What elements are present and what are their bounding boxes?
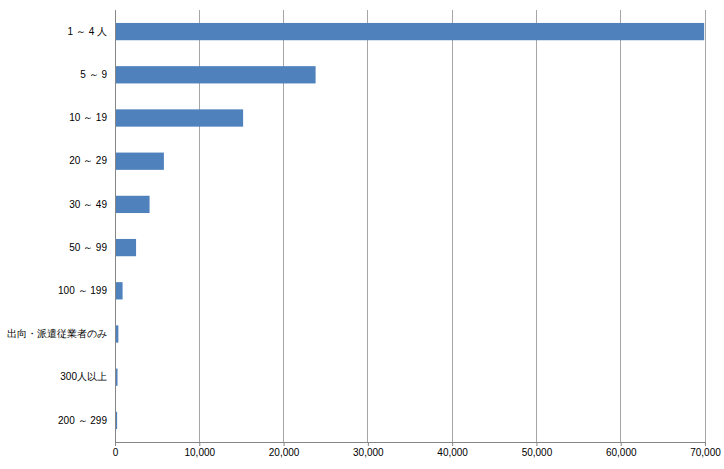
tick-label: 300人以上	[60, 371, 107, 382]
tick: 5 ～ 9	[80, 69, 107, 80]
bar	[115, 66, 316, 83]
tick-label: 200 ～ 299	[58, 415, 107, 426]
tick: 50,000	[522, 442, 553, 458]
grid-line	[367, 10, 368, 442]
tick: 200 ～ 299	[58, 415, 107, 426]
tick: 1 ～ 4 人	[68, 26, 107, 37]
tick: 70,000	[690, 442, 721, 458]
tick-label: 70,000	[690, 447, 721, 458]
grid-line	[115, 10, 116, 442]
tick-label: 30,000	[353, 447, 384, 458]
bar	[115, 109, 243, 126]
bar	[115, 196, 150, 213]
tick-mark	[368, 442, 369, 446]
grid-line	[620, 10, 621, 442]
bars	[115, 23, 704, 429]
tick: 60,000	[606, 442, 637, 458]
grid	[115, 10, 705, 442]
tick-mark	[621, 442, 622, 446]
bar	[115, 23, 704, 40]
axis-line	[116, 443, 706, 447]
tick: 30 ～ 49	[69, 199, 107, 210]
grid-line	[705, 10, 706, 442]
tick-label: 10,000	[184, 447, 215, 458]
tick: 10,000	[184, 442, 215, 458]
tick-label: 50 ～ 99	[69, 242, 107, 253]
tick-label: 100 ～ 199	[58, 285, 107, 296]
grid-line	[452, 10, 453, 442]
tick: 40,000	[437, 442, 468, 458]
tick-label: 1 ～ 4 人	[68, 26, 107, 37]
tick-mark	[452, 442, 453, 446]
tick-label: 20,000	[269, 447, 300, 458]
tick: 20,000	[269, 442, 300, 458]
plot: 0 10,000 20,000 30,000 40,000 50,000 60,000 70,…	[7, 10, 721, 458]
tick-label: 50,000	[522, 447, 553, 458]
tick: 100 ～ 199	[58, 285, 107, 296]
tick-label: 出向・派遣従業者のみ	[7, 328, 107, 339]
tick: 20 ～ 29	[69, 155, 107, 166]
tick-mark	[536, 442, 537, 446]
value-axis: 0 10,000 20,000 30,000 40,000 50,000 60,000 70,…	[113, 442, 722, 458]
grid-line	[536, 10, 537, 442]
bar	[115, 153, 164, 170]
tick-mark	[705, 442, 706, 446]
tick-label: 40,000	[437, 447, 468, 458]
tick: 0	[113, 442, 119, 458]
tick: 10 ～ 19	[69, 112, 107, 123]
tick-label: 0	[113, 447, 119, 458]
tick-label: 20 ～ 29	[69, 155, 107, 166]
tick-label: 60,000	[606, 447, 637, 458]
tick-mark	[199, 442, 200, 446]
tick: 出向・派遣従業者のみ	[7, 328, 107, 339]
tick-label: 10 ～ 19	[69, 112, 107, 123]
bar	[115, 239, 136, 256]
tick: 300人以上	[60, 371, 107, 382]
chart: 0 10,000 20,000 30,000 40,000 50,000 60,000 70,…	[0, 0, 724, 469]
tick-label: 30 ～ 49	[69, 199, 107, 210]
tick-mark	[284, 442, 285, 446]
tick-mark	[115, 442, 116, 446]
bar	[115, 282, 123, 299]
tick-label: 5 ～ 9	[80, 69, 107, 80]
axis-line	[115, 11, 116, 443]
category-axis: 1 ～ 4 人 5 ～ 9 10 ～ 19 20 ～ 29 30 ～ 49 50 ～ 99…	[7, 11, 116, 443]
tick: 50 ～ 99	[69, 242, 107, 253]
tick: 30,000	[353, 442, 384, 458]
